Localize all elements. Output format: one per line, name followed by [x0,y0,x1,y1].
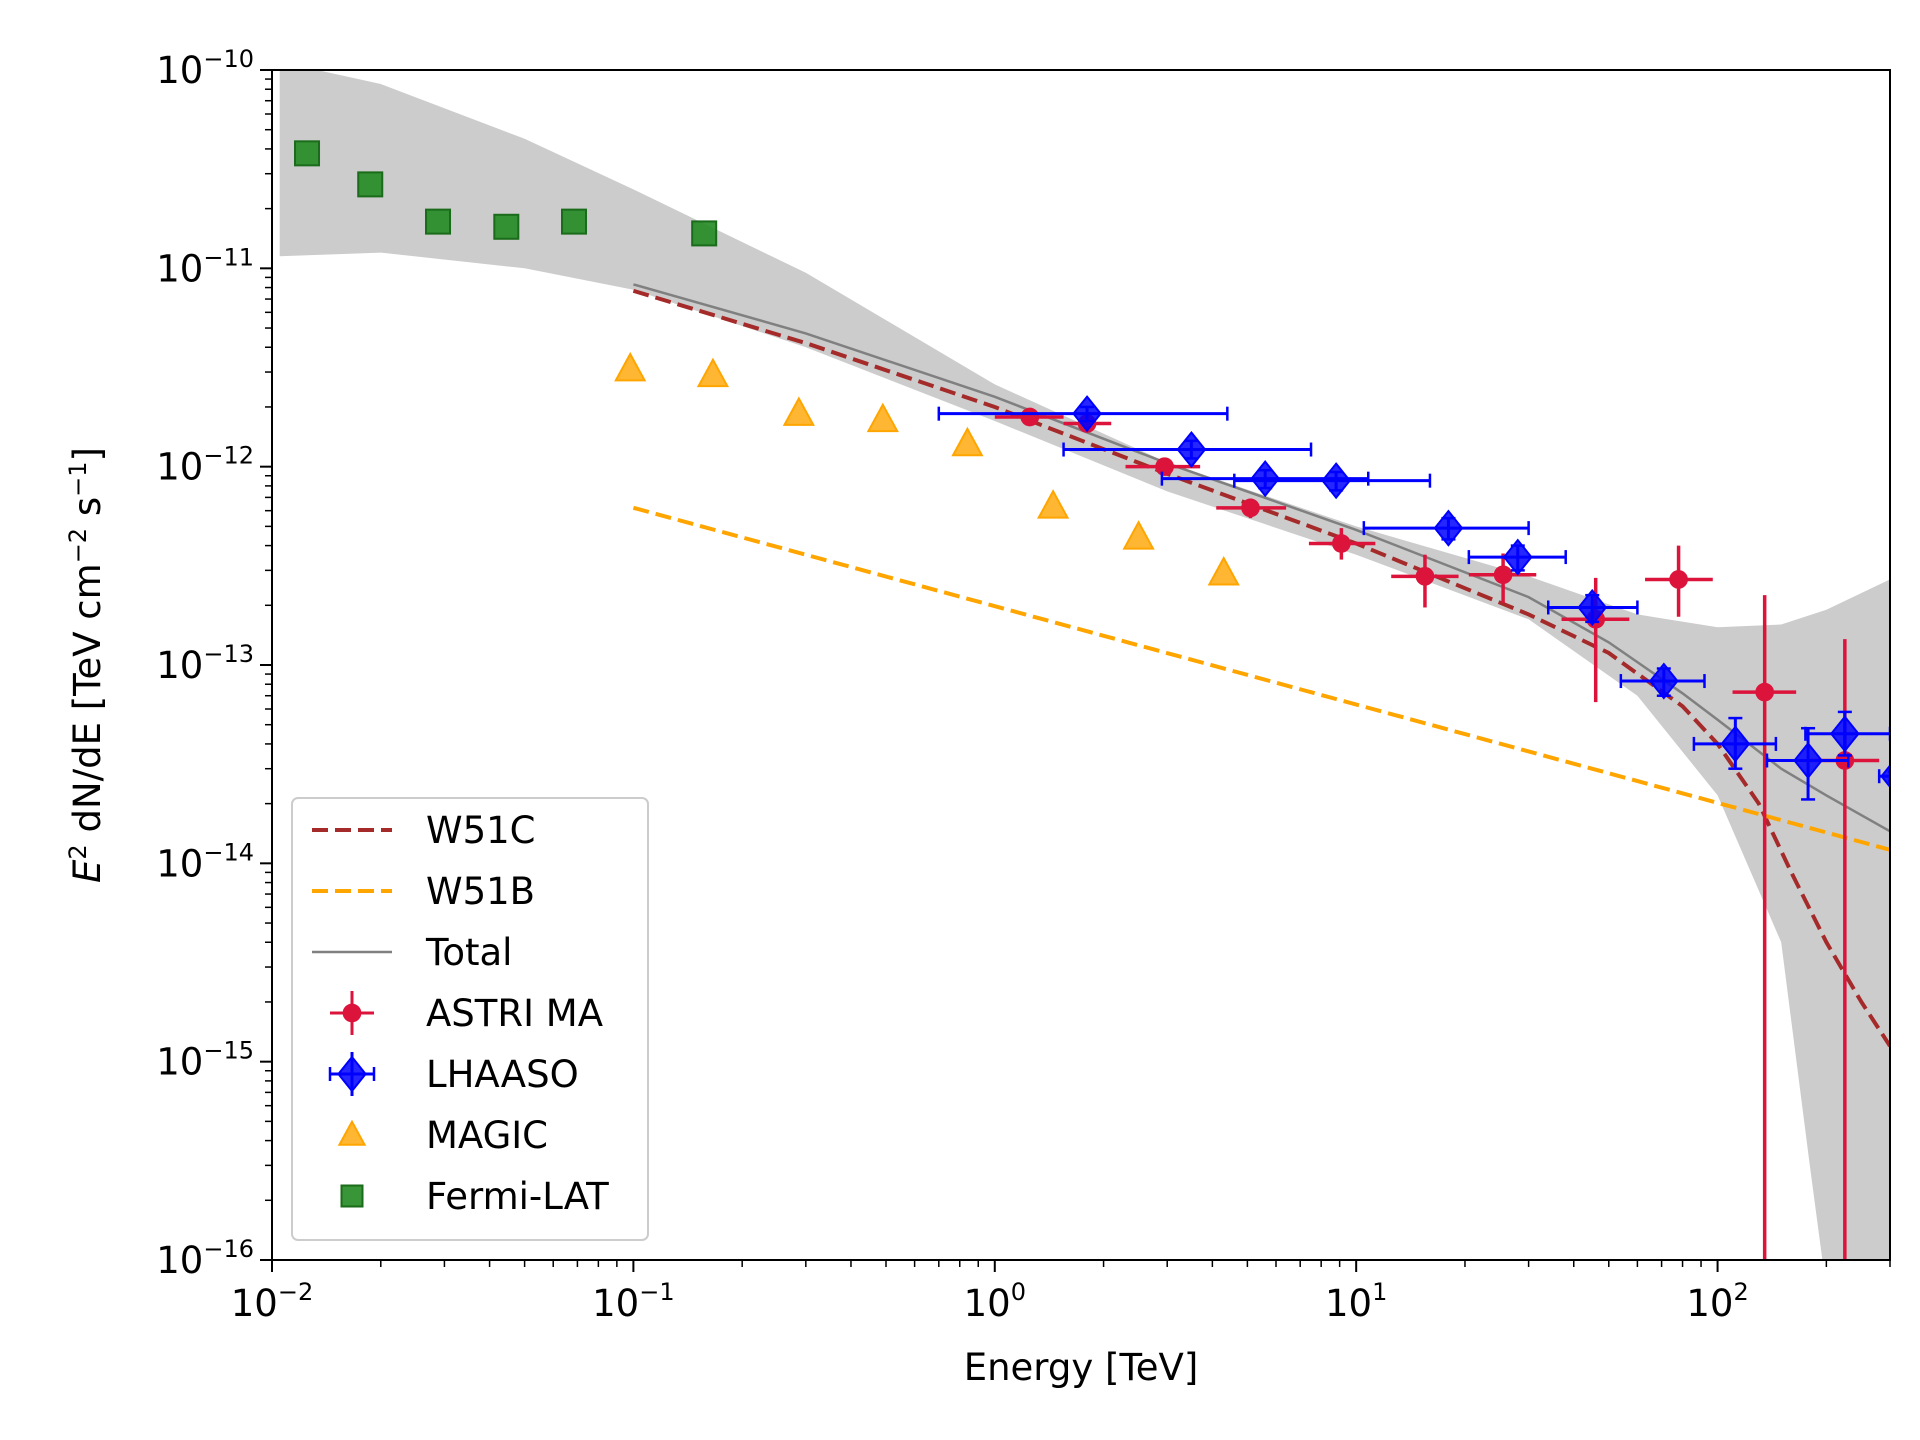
lhaaso-point-6 [1547,588,1639,627]
y-tick-label-4: 10−14 [156,838,254,885]
lhaaso-point-8 [1692,716,1778,770]
legend-item-total: Total [312,931,512,974]
x-tick-label-2: 100 [964,1278,1026,1325]
lhaaso-marker-10 [1829,715,1860,753]
lhaaso-point-11 [1877,764,1890,789]
legend-swatch-magic [337,1119,367,1146]
astri-ma-point-3 [1216,498,1287,519]
x-axis-title: Energy [TeV] [964,1346,1199,1389]
astri-ma-marker-3 [1241,498,1260,518]
legend-label-magic: MAGIC [426,1114,548,1157]
lhaaso-point-5 [1467,538,1567,576]
legend-item-magic: MAGIC [337,1114,548,1157]
magic-point-2 [782,396,815,426]
legend-item-lhaaso: LHAASO [328,1052,579,1096]
astri-ma-marker-2 [1155,457,1174,477]
legend-swatch-astri-ma [330,991,374,1035]
astri-ma-marker-6 [1493,565,1513,585]
legend-label-w51c: W51C [426,809,536,852]
lhaaso-marker-7 [1648,662,1679,700]
astri-ma-marker-8 [1669,570,1688,589]
lhaaso-marker-8 [1720,725,1751,763]
astri-ma-point-5 [1391,554,1459,608]
y-tick-label-0: 10−10 [156,45,254,92]
legend-item-w51c: W51C [312,809,536,852]
lhaaso-point-0 [937,395,1229,433]
lhaaso-marker-9 [1793,741,1823,780]
fermi-lat-point-3 [493,213,520,240]
lhaaso-point-9 [1765,726,1850,801]
legend: W51C W51B Total ASTRI MA LHAASO MAGIC Fermi-LA… [291,797,649,1241]
astri-ma-point-2 [1125,457,1201,477]
legend-box [291,797,649,1241]
legend-marker-astri-ma [342,1003,362,1023]
astri-ma-point-9 [1732,595,1797,1260]
astri-ma-marker-9 [1755,682,1775,702]
legend-item-w51b: W51B [312,870,535,913]
fermi-lat-point-5 [691,220,718,247]
line-w51b [632,505,1890,852]
astri-ma-point-6 [1468,553,1537,604]
y-tick-label-1: 10−11 [156,243,254,290]
magic-point-3 [866,402,899,433]
legend-label-lhaaso: LHAASO [426,1053,579,1096]
fermi-lat-point-0 [294,140,321,167]
lhaaso-marker-0 [1072,395,1102,433]
x-tick-label-4: 102 [1686,1278,1748,1325]
legend-label-astri-ma: ASTRI MA [426,992,603,1035]
astri-ma-marker-5 [1415,566,1435,586]
y-tick-label-5: 10−15 [156,1037,254,1084]
y-axis-title: E2 dN/dE [TeV cm−2 s−1] [64,447,109,883]
y-tick-label-2: 10−12 [156,442,254,489]
magic-point-6 [1122,520,1155,550]
legend-label-w51b: W51B [426,870,535,913]
astri-ma-marker-0 [1020,407,1040,427]
lhaaso-marker-5 [1502,538,1533,576]
lhaaso-point-3 [1233,462,1432,500]
lhaaso-marker-1 [1176,430,1207,469]
magic-point-0 [614,351,647,382]
y-tick-label-6: 10−16 [156,1235,254,1282]
uncertainty-band [279,70,1890,1260]
legend-item-fermi-lat: Fermi-LAT [340,1175,609,1218]
fermi-lat-point-2 [425,208,452,235]
axes: 10−2 10−1 100 101 102 10−10 10−11 10−12 10−13 10−… [156,45,1891,1325]
astri-ma-point-8 [1645,545,1713,617]
lhaaso-point-1 [1062,430,1313,469]
astri-ma-point-4 [1308,528,1376,560]
legend-label-fermi-lat: Fermi-LAT [426,1175,609,1218]
lhaaso-marker-2 [1250,460,1281,498]
x-tick-label-0: 10−2 [231,1278,313,1325]
y-tick-label-3: 10−13 [156,640,254,687]
fermi-lat-point-4 [561,208,588,235]
magic-point-4 [951,426,984,457]
lhaaso-marker-3 [1321,462,1351,500]
x-tick-label-3: 101 [1325,1278,1387,1325]
lhaaso-marker-11 [1880,764,1890,789]
lhaaso-point-10 [1804,710,1890,757]
x-tick-label-1: 10−1 [592,1278,674,1325]
astri-ma-marker-4 [1332,534,1351,553]
plot-area [279,70,1890,1260]
legend-swatch-lhaaso [328,1052,376,1096]
magic-point-5 [1037,489,1070,519]
fermi-lat-point-1 [357,171,384,198]
lhaaso-point-7 [1619,662,1706,700]
magic-point-7 [1207,556,1240,586]
lhaaso-marker-4 [1433,509,1464,547]
magic-point-1 [696,357,730,388]
lhaaso-marker-6 [1577,588,1608,627]
legend-item-astri-ma: ASTRI MA [330,991,603,1035]
legend-swatch-fermi-lat [340,1184,364,1208]
legend-label-total: Total [425,931,512,974]
lhaaso-point-4 [1362,509,1530,547]
legend-marker-lhaaso [337,1055,367,1093]
